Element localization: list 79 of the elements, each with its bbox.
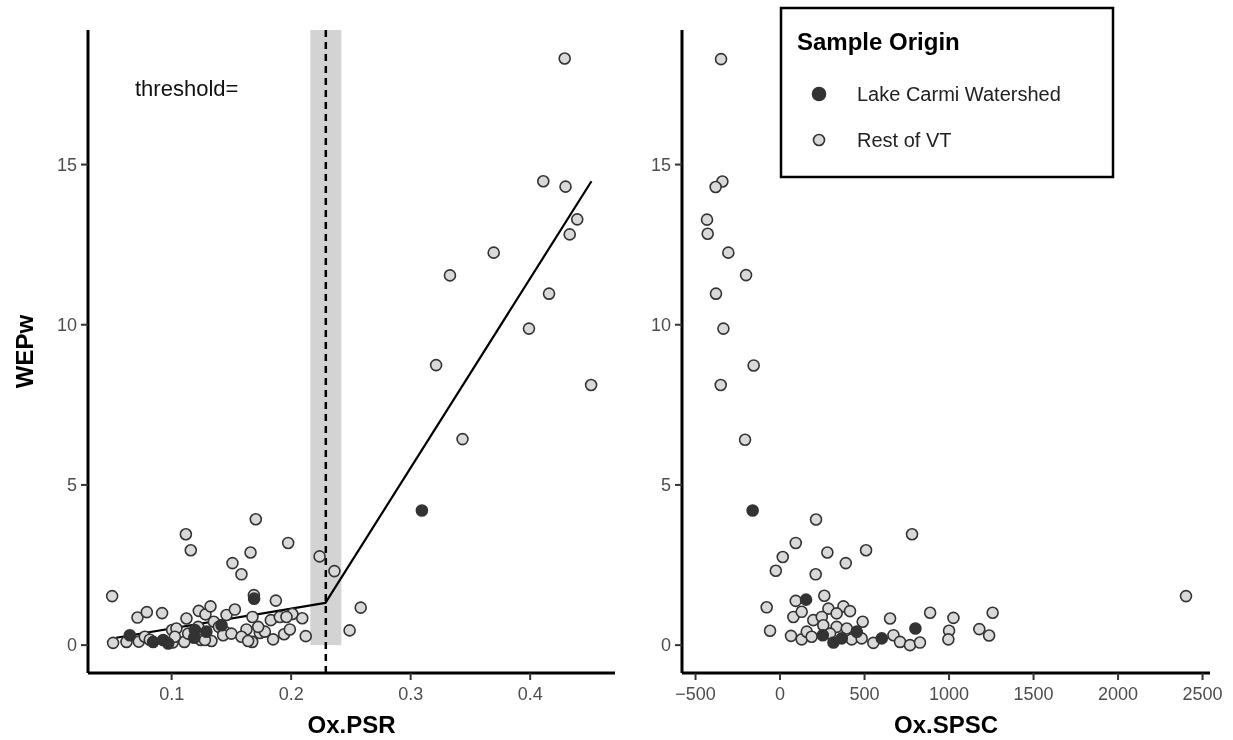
x-tick-label: 0 — [775, 684, 786, 704]
point — [746, 504, 759, 517]
x-axis-title: Ox.SPSC — [893, 711, 999, 738]
x-tick-label: 0.4 — [517, 684, 543, 704]
point — [789, 594, 803, 608]
point — [973, 622, 986, 636]
x-tick-label: 2000 — [1098, 684, 1139, 704]
point — [859, 543, 873, 557]
point — [714, 52, 728, 66]
point — [809, 568, 822, 581]
point — [789, 536, 803, 550]
point — [200, 625, 213, 638]
y-axis-title: WEPw — [11, 314, 38, 389]
point — [839, 556, 853, 570]
point — [714, 378, 727, 392]
point — [982, 629, 996, 642]
x-tick-label: 0.1 — [159, 684, 185, 704]
y-tick-label: 10 — [56, 314, 77, 335]
point — [883, 612, 897, 625]
x-tick-label: −500 — [675, 684, 716, 704]
point — [893, 635, 907, 649]
point — [799, 593, 813, 606]
point — [247, 592, 261, 605]
point — [760, 601, 773, 614]
point — [717, 322, 730, 335]
point — [818, 589, 831, 603]
point — [776, 550, 790, 564]
x-tick-label: 500 — [849, 684, 880, 704]
x-tick-label: 2500 — [1182, 684, 1223, 704]
annotation: threshold= — [135, 76, 239, 101]
point — [821, 546, 834, 559]
point — [415, 504, 429, 517]
point — [830, 607, 843, 620]
legend-title: Sample Origin — [797, 28, 960, 55]
legend-label: Rest of VT — [857, 129, 952, 151]
point — [909, 622, 922, 635]
point — [1179, 589, 1193, 603]
point — [875, 632, 889, 645]
point — [709, 180, 722, 194]
point — [805, 630, 818, 644]
point — [795, 605, 808, 619]
point — [986, 606, 999, 620]
point — [722, 246, 735, 259]
point — [942, 633, 955, 646]
x-axis-title: Ox.PSR — [307, 711, 396, 738]
y-tick-label: 15 — [56, 154, 77, 175]
point — [856, 615, 869, 629]
point — [161, 637, 175, 650]
point — [913, 636, 927, 649]
x-tick-label: 0.2 — [278, 684, 304, 704]
y-tick-label: 5 — [660, 474, 671, 495]
point — [905, 527, 919, 541]
y-tick-label: 15 — [650, 154, 671, 175]
point — [123, 628, 137, 642]
point — [903, 638, 917, 652]
point — [700, 213, 714, 226]
legend-label: Lake Carmi Watershed — [857, 83, 1061, 105]
y-tick-label: 0 — [66, 635, 77, 656]
y-tick-label: 5 — [66, 474, 77, 495]
x-tick-label: 0.3 — [398, 684, 424, 704]
y-tick-label: 10 — [650, 314, 671, 335]
y-tick-label: 0 — [660, 635, 671, 656]
point — [843, 604, 857, 618]
point — [747, 359, 760, 372]
point — [809, 513, 823, 526]
point — [739, 268, 753, 282]
point — [947, 611, 960, 625]
x-tick-label: 1000 — [929, 684, 970, 704]
point — [835, 632, 849, 645]
point — [763, 624, 777, 638]
point — [816, 628, 830, 642]
point — [709, 287, 723, 300]
point — [784, 629, 798, 643]
x-tick-label: 1500 — [1013, 684, 1054, 704]
point — [701, 227, 714, 241]
point — [738, 433, 752, 447]
point — [923, 606, 937, 620]
point — [769, 564, 783, 578]
point — [850, 625, 864, 638]
